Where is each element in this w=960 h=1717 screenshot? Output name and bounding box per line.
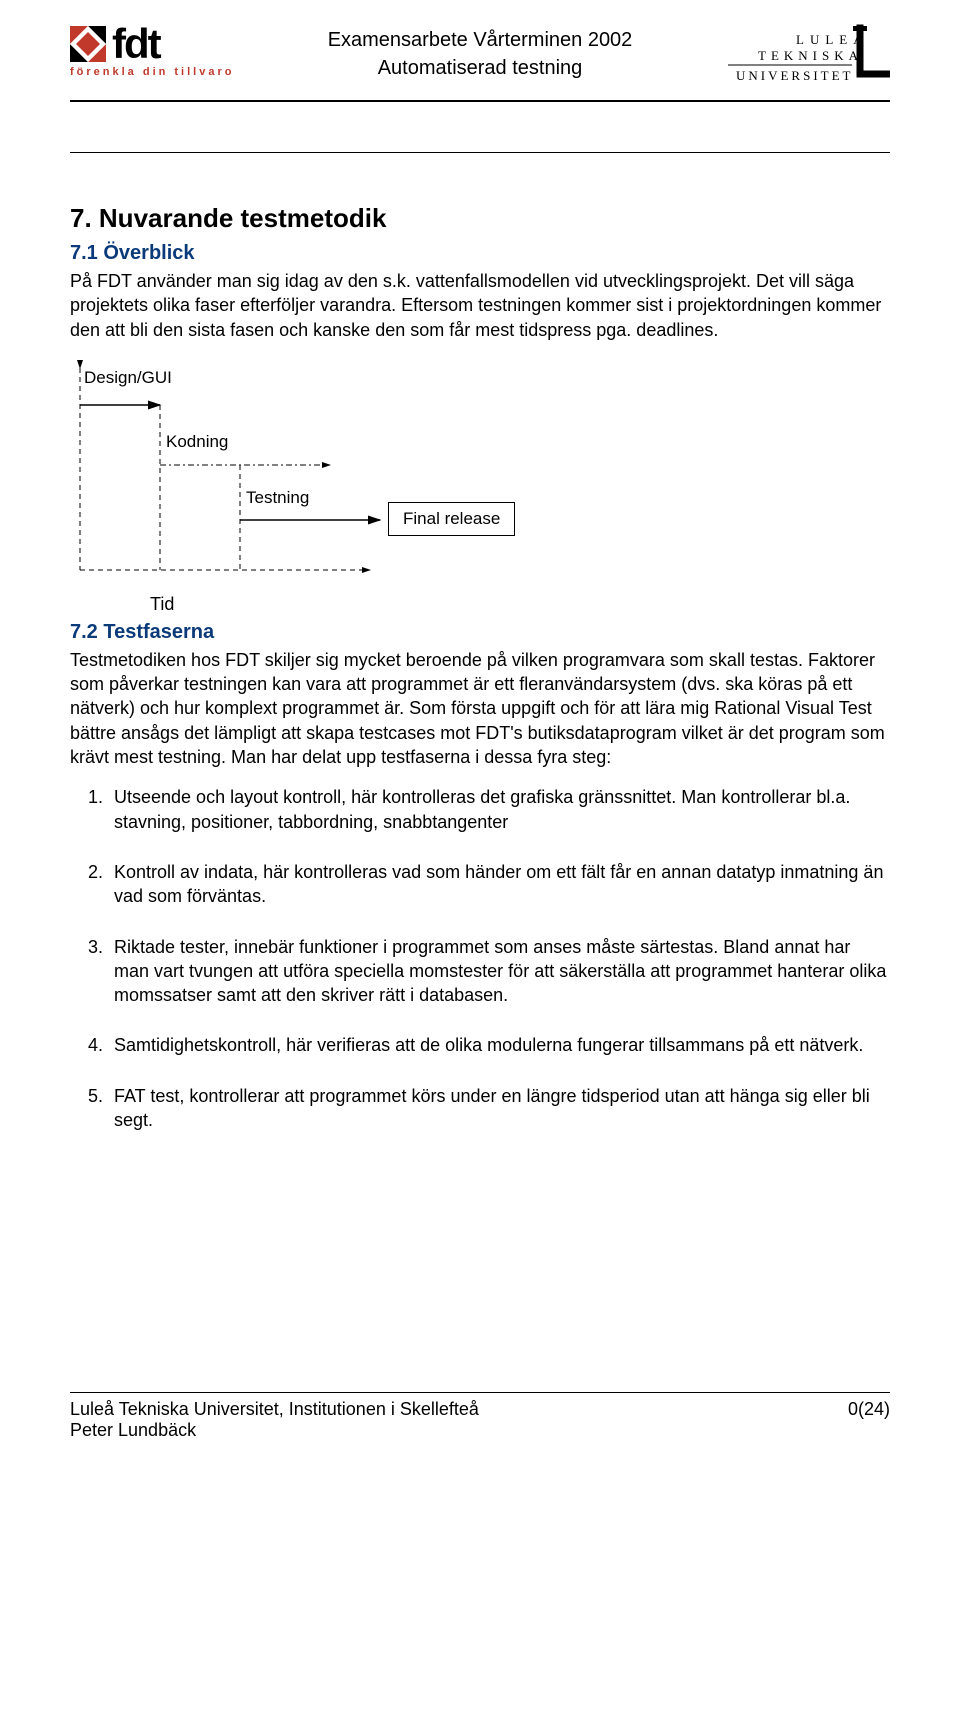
header-title-line2: Automatiserad testning xyxy=(260,54,700,82)
footer-left-line2: Peter Lundbäck xyxy=(70,1420,479,1441)
header-left: fdt förenkla din tillvaro xyxy=(70,20,260,78)
header-title-line1: Examensarbete Vårterminen 2002 xyxy=(260,26,700,54)
fdt-mark-icon xyxy=(70,26,106,62)
header-center: Examensarbete Vårterminen 2002 Automatis… xyxy=(260,20,700,82)
final-release-box: Final release xyxy=(388,502,515,536)
fdt-logo: fdt xyxy=(70,20,160,68)
page: fdt förenkla din tillvaro Examensarbete … xyxy=(0,0,960,1481)
ltu-logo-icon: LULEÅ TEKNISKA UNIVERSITET xyxy=(720,24,890,86)
section-71-body: På FDT använder man sig idag av den s.k.… xyxy=(70,269,890,342)
step-1: Utseende och layout kontroll, här kontro… xyxy=(108,785,890,834)
section-71-title: 7.1 Överblick xyxy=(70,242,890,265)
header-rule-2 xyxy=(70,152,890,153)
section-72-title: 7.2 Testfaserna xyxy=(70,621,890,644)
test-steps-list: Utseende och layout kontroll, här kontro… xyxy=(70,785,890,1132)
step-4: Samtidighetskontroll, här verifieras att… xyxy=(108,1033,890,1057)
svg-text:UNIVERSITET: UNIVERSITET xyxy=(736,68,854,83)
header-right: LULEÅ TEKNISKA UNIVERSITET xyxy=(700,20,890,86)
step-2: Kontroll av indata, här kontrolleras vad… xyxy=(108,860,890,909)
footer-right: 0(24) xyxy=(848,1399,890,1441)
waterfall-diagram: Design/GUI Kodning Testning Final releas… xyxy=(70,360,570,590)
fdt-logo-text: fdt xyxy=(112,20,160,68)
step-5: FAT test, kontrollerar att programmet kö… xyxy=(108,1084,890,1133)
header-rule xyxy=(70,100,890,102)
page-footer: Luleå Tekniska Universitet, Institutione… xyxy=(70,1399,890,1441)
waterfall-svg xyxy=(70,360,570,590)
x-axis-label: Tid xyxy=(150,594,890,615)
stage-design: Design/GUI xyxy=(84,368,172,388)
footer-left-line1: Luleå Tekniska Universitet, Institutione… xyxy=(70,1399,479,1420)
stage-kodning: Kodning xyxy=(166,432,228,452)
section-7-title: 7. Nuvarande testmetodik xyxy=(70,203,890,234)
page-header: fdt förenkla din tillvaro Examensarbete … xyxy=(70,20,890,94)
svg-text:TEKNISKA: TEKNISKA xyxy=(758,48,863,63)
footer-rule xyxy=(70,1392,890,1393)
footer-left: Luleå Tekniska Universitet, Institutione… xyxy=(70,1399,479,1441)
stage-testning: Testning xyxy=(246,488,309,508)
fdt-tagline: förenkla din tillvaro xyxy=(70,66,234,78)
step-3: Riktade tester, innebär funktioner i pro… xyxy=(108,935,890,1008)
section-72-body: Testmetodiken hos FDT skiljer sig mycket… xyxy=(70,648,890,769)
